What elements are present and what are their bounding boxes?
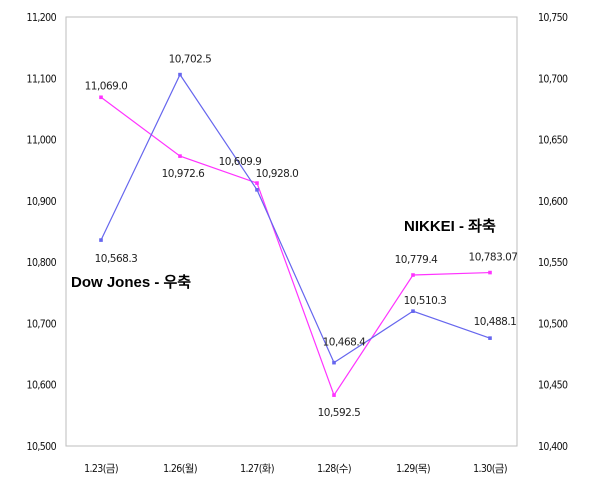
left-axis-tick: 11,200 [27, 12, 57, 24]
dowjones-data-label: 10,702.5 [169, 54, 212, 66]
right-axis-tick: 10,650 [538, 135, 568, 147]
left-axis-tick: 10,700 [27, 318, 57, 330]
left-axis-tick: 10,600 [27, 380, 57, 392]
nikkei-data-label: 10,972.6 [162, 168, 206, 180]
left-axis-ticks: 11,200 11,100 11,000 10,900 10,800 10,700 10,6… [27, 12, 58, 453]
x-axis-tick: 1.28(수) [317, 463, 351, 475]
left-axis-tick: 11,000 [27, 135, 57, 147]
dowjones-point [488, 336, 492, 340]
dowjones-line [100, 73, 491, 364]
dowjones-series-tag: Dow Jones - 우축 [71, 274, 191, 291]
nikkei-data-label: 10,783.07 [469, 252, 518, 264]
left-axis-tick: 11,100 [27, 73, 57, 85]
nikkei-point [411, 273, 415, 277]
right-axis-tick: 10,750 [538, 12, 568, 24]
nikkei-point [99, 95, 103, 100]
nikkei-point [178, 154, 182, 158]
dowjones-point [178, 72, 182, 77]
left-axis-tick: 10,500 [27, 441, 57, 453]
plot-border [65, 16, 518, 447]
x-axis-tick: 1.26(월) [163, 463, 197, 475]
dowjones-data-label: 10,488.1 [474, 316, 517, 328]
right-axis-tick: 10,500 [538, 318, 568, 330]
x-axis-ticks: 1.23(금) 1.26(월) 1.27(화) 1.28(수) 1.29(목) 1.30(… [84, 463, 507, 475]
nikkei-point [488, 270, 492, 275]
nikkei-data-label: 10,779.4 [395, 254, 439, 266]
left-axis-tick: 10,900 [27, 196, 57, 208]
right-axis-ticks: 10,750 10,700 10,650 10,600 10,550 10,500 10,4… [538, 12, 569, 453]
dowjones-point [99, 238, 103, 242]
nikkei-series-tag: NIKKEI - 좌축 [404, 218, 496, 235]
right-axis-tick: 10,400 [538, 441, 568, 453]
plot-area-frame [65, 16, 518, 447]
dowjones-point [411, 309, 415, 313]
nikkei-data-label: 10,592.5 [318, 407, 361, 419]
dowjones-data-label: 10,568.3 [95, 253, 138, 265]
dowjones-data-label: 10,468.4 [323, 337, 367, 349]
right-axis-tick: 10,550 [538, 257, 568, 269]
nikkei-data-label: 11,069.0 [85, 80, 128, 92]
left-axis-tick: 10,800 [27, 257, 57, 269]
nikkei-line [100, 96, 491, 397]
dowjones-point [332, 360, 336, 365]
x-axis-tick: 1.30(금) [473, 463, 507, 475]
right-axis-tick: 10,600 [538, 196, 568, 208]
series-layer [99, 72, 492, 397]
right-axis-tick: 10,450 [538, 380, 568, 392]
x-axis-tick: 1.27(화) [240, 463, 274, 475]
right-axis-tick: 10,700 [538, 73, 568, 85]
dowjones-data-label: 10,609.9 [219, 156, 262, 168]
dowjones-data-label: 10,510.3 [404, 295, 447, 307]
x-axis-tick: 1.29(목) [396, 463, 430, 475]
nikkei-point [332, 393, 336, 397]
nikkei-point [255, 181, 259, 185]
x-axis-tick: 1.23(금) [84, 463, 118, 475]
nikkei-data-label: 10,928.0 [256, 168, 299, 180]
dowjones-point [255, 188, 259, 192]
data-labels: 11,069.0 10,972.6 10,928.0 10,592.5 10,779.4… [85, 54, 518, 420]
